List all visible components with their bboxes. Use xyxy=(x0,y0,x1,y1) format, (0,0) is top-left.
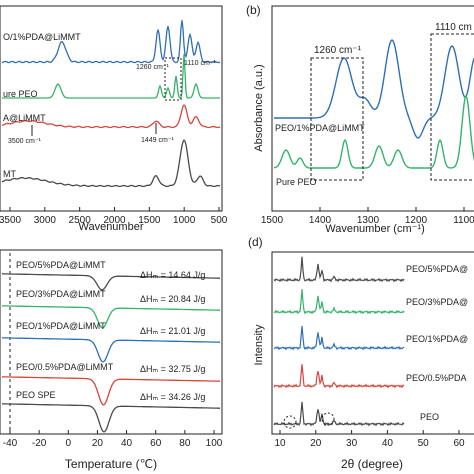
xrd-label-0-5pda: PEO/0.5%PDA xyxy=(406,373,467,383)
series-label-blue: O/1%PDA@LiMMT xyxy=(3,32,81,42)
dsc-label-0-5pda: PEO/0.5%PDA@LiMMT xyxy=(16,362,114,372)
panel-b-letter: (b) xyxy=(246,3,261,17)
x-tick-label: 1200 xyxy=(405,215,428,226)
x-tick-label: 2500 xyxy=(69,215,92,226)
peak-box-1260 xyxy=(164,57,182,101)
xrd-line-5pda xyxy=(273,256,405,283)
x-tick-label: 1500 xyxy=(261,215,284,226)
xrd-label-3pda: PEO/3%PDA@ xyxy=(406,297,468,307)
x-tick-label: 40 xyxy=(382,438,394,449)
panel-d-x-label: 2θ (degree) xyxy=(341,457,403,471)
x-tick-label: 1000 xyxy=(173,215,196,226)
dsc-label-3pda: PEO/3%PDA@LiMMT xyxy=(16,289,106,299)
dsc-line-1pda xyxy=(1,337,220,363)
panel-b-frame xyxy=(271,5,474,212)
panel-a-frame xyxy=(0,5,223,212)
dsc-line-5pda xyxy=(1,273,220,291)
annotation-1110-zoom: 1110 cm xyxy=(435,22,472,33)
dsc-label-peo-spe: PEO SPE xyxy=(16,390,56,400)
panel-d-x-ticks: 10 20 30 40 50 60 xyxy=(274,430,465,449)
x-tick-label: 10 xyxy=(274,438,286,449)
x-tick-label: 3500 xyxy=(0,215,22,226)
series-line-limmt-1pda-ftir xyxy=(1,20,221,64)
enthalpy-value: ΔHₘ = 14.64 J/g xyxy=(140,270,205,280)
series-label-red: A@LiMMT xyxy=(3,113,46,123)
series-label-green: ure PEO xyxy=(3,89,38,99)
panel-b: (b) 1260 cm⁻¹ 1110 cm PEO/1%PDA@LiMMT Pu… xyxy=(246,3,474,235)
panel-c-frame xyxy=(0,249,223,435)
x-tick-label: -40 xyxy=(3,438,18,449)
enthalpy-value: ΔHₘ = 34.26 J/g xyxy=(140,392,205,402)
xrd-label-1pda: PEO/1%PDA@ xyxy=(406,334,468,344)
x-tick-label: 60 xyxy=(150,438,162,449)
panel-b-x-label: Wavenumber (cm⁻¹) xyxy=(325,223,425,235)
x-tick-label: 50 xyxy=(418,438,430,449)
dsc-label-1pda: PEO/1%PDA@LiMMT xyxy=(16,321,106,331)
panel-a-x-ticks: 3500 3000 2500 2000 1500 1000 500 xyxy=(0,207,228,226)
xrd-peak-circle-1 xyxy=(283,415,297,429)
panel-a: O/1%PDA@LiMMT ure PEO A@LiMMT MT 1260 cm… xyxy=(0,5,228,233)
enthalpy-labels: ΔHₘ = 14.64 J/g ΔHₘ = 20.84 J/g ΔHₘ = 21.0… xyxy=(140,270,205,402)
series-line-pure-peo-ftir xyxy=(2,53,220,99)
x-tick-label: 30 xyxy=(346,438,358,449)
x-tick-label: 60 xyxy=(453,438,465,449)
series-line-pure-peo-zoom xyxy=(273,94,474,169)
enthalpy-value: ΔHₘ = 20.84 J/g xyxy=(140,294,205,304)
xrd-peak-circle-2 xyxy=(321,412,335,426)
panel-d-y-label: Intensity xyxy=(253,324,265,365)
x-tick-label: 0 xyxy=(66,438,72,449)
x-tick-label: 3000 xyxy=(34,215,57,226)
x-tick-label: 2000 xyxy=(103,215,126,226)
series-label-green-zoom: Pure PEO xyxy=(276,177,317,187)
x-tick-label: 20 xyxy=(92,438,104,449)
series-line-limmt-ftir xyxy=(1,139,221,188)
dsc-label-5pda: PEO/5%PDA@LiMMT xyxy=(16,260,106,270)
xrd-label-5pda: PEO/5%PDA@ xyxy=(406,264,468,274)
panel-d-frame xyxy=(271,251,474,435)
peak-box-1110-zoom xyxy=(430,33,474,181)
x-tick-label: 1100 xyxy=(453,215,474,226)
x-tick-label: -20 xyxy=(32,438,47,449)
dsc-line-0-5pda xyxy=(1,376,220,406)
panel-d: (d) PEO/5%PDA@ PEO/3%PDA@ PEO/1%PDA@ PEO… xyxy=(248,235,474,471)
series-line-limmt-1pda-zoom xyxy=(274,39,474,139)
panel-c: PEO/5%PDA@LiMMT PEO/3%PDA@LiMMT PEO/1%PD… xyxy=(0,249,223,471)
x-tick-label: 1300 xyxy=(357,215,380,226)
annotation-1110: 1110 cm⁻¹ xyxy=(184,60,217,67)
x-tick-label: 80 xyxy=(179,438,191,449)
series-label-gray: MT xyxy=(3,169,16,179)
panel-b-y-label: Absorbance (a.u.) xyxy=(253,64,265,151)
xrd-line-3pda xyxy=(273,289,405,315)
annotation-3500: 3500 cm⁻¹ xyxy=(8,138,42,145)
panel-a-x-label: Wavenumber xyxy=(78,221,143,233)
series-label-blue-zoom: PEO/1%PDA@LiMMT xyxy=(275,123,365,133)
series-line-pda-limmt-ftir xyxy=(1,104,221,129)
enthalpy-value: ΔHₘ = 32.75 J/g xyxy=(140,364,205,374)
x-tick-label: 100 xyxy=(206,438,223,449)
panel-d-letter: (d) xyxy=(248,235,263,249)
panel-c-x-ticks: -40 -20 0 20 40 60 80 100 xyxy=(3,430,223,449)
x-tick-label: 40 xyxy=(121,438,133,449)
x-tick-label: 20 xyxy=(310,438,322,449)
xrd-line-1pda xyxy=(273,325,405,351)
xrd-label-peo: PEO xyxy=(420,412,439,422)
panel-b-x-ticks: 1500 1400 1300 1200 1100 xyxy=(261,207,474,226)
xrd-line-peo xyxy=(273,401,405,427)
dsc-line-peo-spe xyxy=(1,403,220,433)
x-tick-label: 500 xyxy=(211,215,228,226)
peak-box-1260-zoom xyxy=(310,57,364,181)
dsc-line-3pda xyxy=(1,305,220,329)
enthalpy-value: ΔHₘ = 21.01 J/g xyxy=(140,326,205,336)
x-tick-label: 1500 xyxy=(138,215,161,226)
annotation-1449: 1449 cm⁻¹ xyxy=(141,137,175,144)
xrd-line-0-5pda xyxy=(273,364,405,389)
annotation-1260: 1260 cm⁻¹ xyxy=(136,64,170,71)
panel-c-x-label: Temperature (℃) xyxy=(65,457,157,471)
x-tick-label: 1400 xyxy=(309,215,332,226)
annotation-1260-zoom: 1260 cm⁻¹ xyxy=(314,45,362,56)
